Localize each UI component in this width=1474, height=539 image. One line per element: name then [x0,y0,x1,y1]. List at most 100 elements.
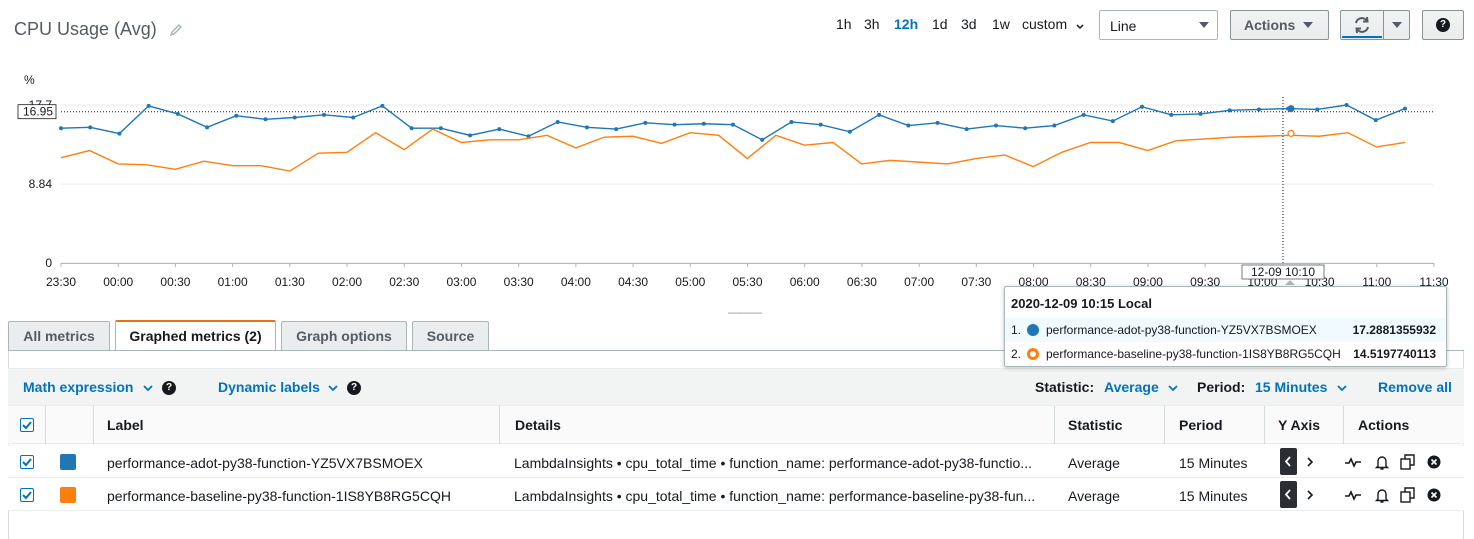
chart-type-select[interactable]: Line [1099,10,1218,40]
metric-label[interactable]: performance-adot-py38-function-YZ5VX7BSM… [107,455,423,471]
column-header-y-axis[interactable]: Y Axis [1278,417,1321,433]
tab-source[interactable]: Source [412,321,489,351]
trend-line-icon[interactable] [1344,453,1362,471]
remove-icon[interactable] [1425,486,1443,504]
metrics-toolbar [8,368,1464,406]
column-divider [1343,406,1344,444]
data-point [380,103,385,108]
data-point [789,119,794,124]
data-point [818,122,823,127]
table-row [8,478,1464,511]
y-axis-left-toggle[interactable] [1280,448,1297,475]
data-point [1023,126,1028,131]
data-point [234,113,239,118]
tab-graph-options[interactable]: Graph options [281,321,407,351]
range-custom[interactable]: custom [1022,16,1068,32]
cursor-point [1287,105,1295,113]
duplicate-icon[interactable] [1399,453,1417,471]
range-3d[interactable]: 3d [961,16,977,32]
dynamic-labels-dropdown[interactable]: Dynamic labels [218,379,320,395]
column-header-statistic[interactable]: Statistic [1068,417,1123,433]
pencil-icon[interactable] [168,22,184,38]
tooltip-series-name: performance-adot-py38-function-YZ5VX7BSM… [1046,323,1317,337]
range-3h[interactable]: 3h [864,16,880,32]
remove-all-link[interactable]: Remove all [1378,379,1452,395]
row-checkbox[interactable] [20,455,34,469]
chevron-right-icon[interactable] [1304,455,1316,469]
x-tick-label: 00:30 [160,275,190,289]
x-tick-label: 09:30 [1190,275,1220,289]
metric-period[interactable]: 15 Minutes [1179,455,1248,471]
data-point [351,115,356,120]
tab-graphed-metrics[interactable]: Graphed metrics (2) [115,320,276,351]
trend-line-icon[interactable] [1344,486,1362,504]
y-tick-label: 8.84 [29,177,53,191]
series-color-swatch[interactable] [60,487,76,503]
metric-statistic[interactable]: Average [1068,455,1120,471]
range-1h[interactable]: 1h [836,16,852,32]
x-tick-label: 07:00 [904,275,934,289]
refresh-button[interactable] [1340,10,1384,40]
chevron-left-icon [1284,489,1291,500]
data-point [906,123,911,128]
data-point [409,126,414,131]
cursor-time-label: 12-09 10:10 [1251,265,1315,279]
help-button[interactable]: ? [1422,10,1464,40]
data-point [877,112,882,117]
column-header-label[interactable]: Label [107,417,144,433]
column-header-period[interactable]: Period [1179,417,1223,433]
select-all-checkbox[interactable] [20,418,34,432]
series-color-swatch[interactable] [60,454,76,470]
chevron-left-icon [1284,456,1291,467]
chevron-down-icon [1076,24,1084,30]
x-tick-label: 03:30 [504,275,534,289]
metric-details[interactable]: LambdaInsights • cpu_total_time • functi… [514,488,1036,504]
column-divider [1054,406,1055,444]
math-expression-dropdown[interactable]: Math expression [23,379,134,395]
data-point [59,126,63,131]
column-header-details[interactable]: Details [515,417,561,433]
tab-all-metrics[interactable]: All metrics [8,321,110,351]
remove-icon[interactable] [1425,453,1443,471]
range-12h[interactable]: 12h [894,16,919,32]
series-line [60,128,1406,172]
x-tick-label: 07:30 [961,275,991,289]
duplicate-icon[interactable] [1399,486,1417,504]
statistic-dropdown[interactable]: Average [1104,379,1159,395]
x-tick-label: 04:00 [561,275,591,289]
row-checkbox[interactable] [20,488,34,502]
widget-title: CPU Usage (Avg) [14,19,157,39]
bell-icon[interactable] [1373,486,1391,504]
resize-handle[interactable]: ——— [728,305,762,319]
help-icon[interactable]: ? [162,381,176,395]
caret-down-icon [1303,22,1313,28]
actions-button[interactable]: Actions [1230,10,1329,40]
data-point [438,126,443,131]
chevron-right-icon[interactable] [1304,488,1316,502]
period-dropdown[interactable]: 15 Minutes [1255,379,1328,395]
chart-grid [61,104,1434,264]
data-point [672,122,677,127]
y-axis: 08.8417.716.95 [17,98,57,270]
x-tick-label: 02:00 [332,275,362,289]
caret-down-icon [1392,22,1402,28]
checkmark-icon [22,421,32,430]
bell-icon[interactable] [1373,453,1391,471]
help-icon[interactable]: ? [347,381,361,395]
x-tick-label: 09:00 [1133,275,1163,289]
tabs-divider [8,350,1464,351]
x-tick-label: 11:00 [1362,275,1391,289]
metric-statistic[interactable]: Average [1068,488,1120,504]
range-1d[interactable]: 1d [932,16,948,32]
column-divider [93,406,94,444]
metric-label[interactable]: performance-baseline-py38-function-1IS8Y… [107,488,451,504]
cpu-line-chart[interactable]: % 08.8417.716.95 23:3000:0000:3001:0001:… [0,60,1474,300]
range-1w[interactable]: 1w [992,16,1010,32]
checkmark-icon [22,458,32,467]
tooltip-value: 17.2881355932 [1352,323,1436,337]
x-tick-label: 05:00 [675,275,705,289]
data-point [146,103,151,108]
y-axis-left-toggle[interactable] [1280,481,1297,508]
metric-period[interactable]: 15 Minutes [1179,488,1248,504]
metric-details[interactable]: LambdaInsights • cpu_total_time • functi… [514,455,1032,471]
